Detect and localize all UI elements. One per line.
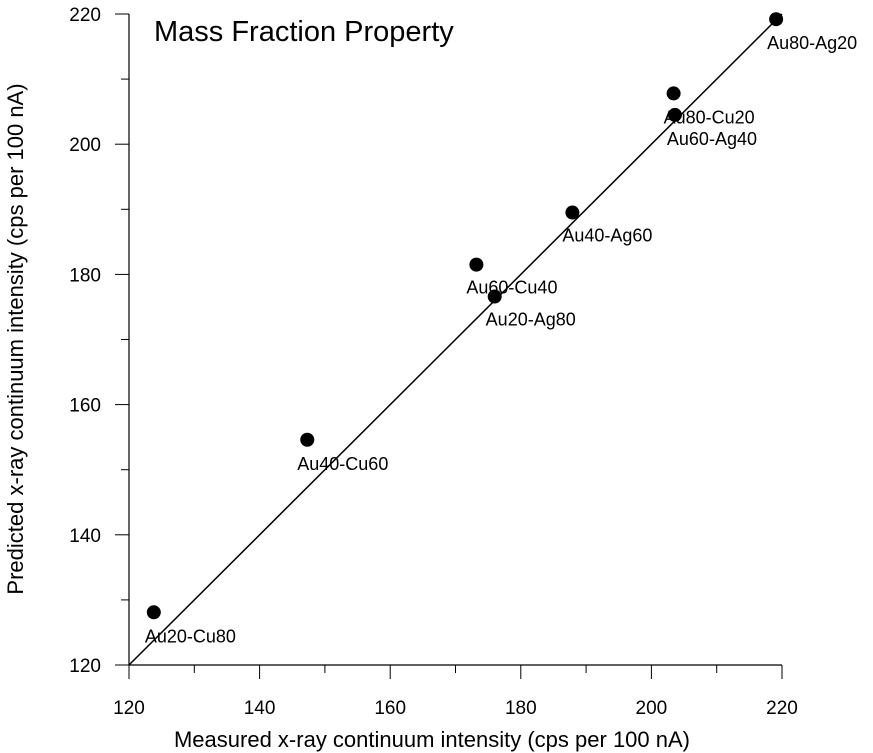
data-point xyxy=(469,257,484,272)
reference-line xyxy=(128,13,783,666)
data-point xyxy=(565,205,580,220)
plot-area: 120 140 160 180 200 220 120 140 160 180 200 220 Au20… xyxy=(69,5,857,719)
point-label: Au80-Ag20 xyxy=(767,33,857,53)
point-label: Au80-Cu20 xyxy=(664,107,755,127)
point-label: Au60-Cu40 xyxy=(466,278,557,298)
y-axis-title: Predicted x-ray continuum intensity (cps… xyxy=(3,83,28,594)
x-tick-label: 220 xyxy=(766,698,798,719)
y-tick-label: 180 xyxy=(69,265,101,286)
x-tick-label: 180 xyxy=(505,698,537,719)
x-axis-title: Measured x-ray continuum intensity (cps … xyxy=(174,727,690,752)
point-label: Au60-Ag40 xyxy=(667,129,757,149)
x-tick-label: 160 xyxy=(374,698,406,719)
data-point xyxy=(667,107,682,122)
y-tick-label: 160 xyxy=(69,396,101,417)
point-label: Au20-Cu80 xyxy=(145,626,236,646)
chart-title: Mass Fraction Property xyxy=(154,16,454,48)
y-tick-label: 220 xyxy=(69,5,101,26)
data-point xyxy=(666,86,681,101)
y-tick-label: 200 xyxy=(69,135,101,156)
y-tick-label: 140 xyxy=(69,526,101,547)
y-tick-label: 120 xyxy=(69,656,101,677)
x-tick-label: 200 xyxy=(636,698,668,719)
x-tick-label: 120 xyxy=(113,698,145,719)
point-label: Au20-Ag80 xyxy=(486,310,576,330)
point-label: Au40-Cu60 xyxy=(297,454,388,474)
data-point xyxy=(146,605,161,620)
x-tick-label: 140 xyxy=(244,698,276,719)
data-point xyxy=(300,432,315,447)
data-point xyxy=(769,12,784,27)
point-label: Au40-Ag60 xyxy=(562,226,652,246)
data-point xyxy=(487,289,502,304)
